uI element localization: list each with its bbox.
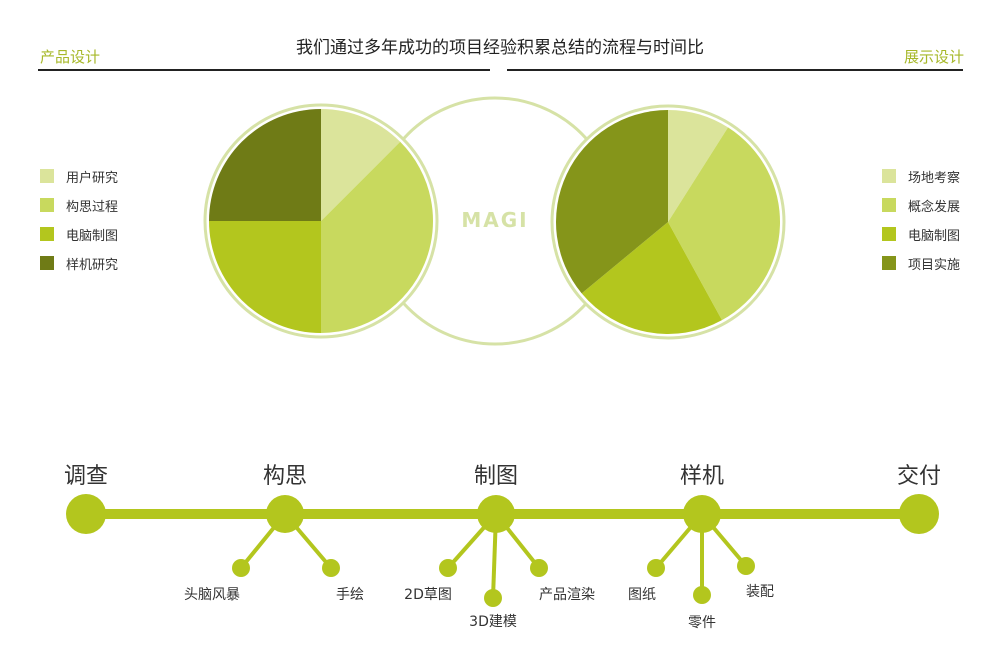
- stage-node: [66, 494, 106, 534]
- stage-node: [899, 494, 939, 534]
- pie-slice: [321, 109, 401, 221]
- substep-label: 零件: [688, 615, 716, 631]
- legend-item: 概念发展: [882, 195, 960, 215]
- legend-swatch: [882, 256, 896, 270]
- legend-swatch: [40, 169, 54, 183]
- legend-swatch: [40, 256, 54, 270]
- legend-label: 电脑制图: [66, 228, 119, 244]
- divider-left: [38, 69, 490, 71]
- legend-item: 用户研究: [40, 166, 118, 186]
- legend-label: 电脑制图: [908, 228, 961, 244]
- stage-label: 样机: [679, 464, 724, 489]
- legend-swatch: [40, 227, 54, 241]
- legend-item: 构思过程: [40, 195, 118, 215]
- pie-slice: [321, 141, 434, 333]
- legend-swatch: [882, 198, 896, 212]
- stage-label: 调查: [63, 464, 108, 489]
- legend-label: 概念发展: [908, 199, 961, 215]
- right-section-title: 展示设计: [903, 48, 964, 66]
- legend-item: 项目实施: [882, 253, 960, 273]
- stage-node: [683, 495, 721, 533]
- page-title: 我们通过多年成功的项目经验积累总结的流程与时间比: [296, 38, 704, 58]
- left-legend: 用户研究构思过程电脑制图样机研究: [40, 166, 118, 282]
- pie-slice: [581, 222, 722, 335]
- legend-label: 构思过程: [66, 199, 119, 215]
- substep-dot: [322, 559, 340, 577]
- substep-dot: [647, 559, 665, 577]
- legend-swatch: [40, 198, 54, 212]
- stage-label: 构思: [262, 464, 307, 489]
- logo: MAGI: [461, 208, 528, 232]
- stage-label: 交付: [896, 464, 941, 489]
- legend-label: 用户研究: [66, 170, 119, 186]
- stage-label: 制图: [473, 464, 518, 489]
- substep-dot: [737, 557, 755, 575]
- substep-label: 3D建模: [469, 614, 517, 630]
- legend-swatch: [882, 227, 896, 241]
- substep-dot: [232, 559, 250, 577]
- pie-charts: MAGI: [203, 96, 786, 346]
- left-pie: [209, 109, 434, 333]
- substep-label: 产品渲染: [539, 587, 595, 603]
- legend-swatch: [882, 169, 896, 183]
- legend-item: 电脑制图: [882, 224, 960, 244]
- pie-slice: [209, 221, 321, 333]
- stage-node: [266, 495, 304, 533]
- legend-item: 样机研究: [40, 253, 118, 273]
- legend-label: 样机研究: [66, 257, 119, 273]
- substep-dot: [439, 559, 457, 577]
- divider-right: [507, 69, 963, 71]
- pie-slice: [668, 110, 729, 222]
- legend-label: 项目实施: [908, 257, 961, 273]
- substep-label: 图纸: [628, 587, 656, 603]
- legend-item: 电脑制图: [40, 224, 118, 244]
- substep-dot: [693, 586, 711, 604]
- substep-label: 手绘: [336, 587, 364, 603]
- substep-label: 2D草图: [404, 587, 452, 603]
- right-pie: [556, 110, 780, 335]
- substep-label: 头脑风暴: [184, 587, 240, 603]
- substep-dot: [484, 589, 502, 607]
- substep-dot: [530, 559, 548, 577]
- pie-slice: [556, 110, 668, 294]
- substep-label: 装配: [746, 584, 774, 600]
- pie-slice: [668, 127, 780, 321]
- legend-item: 场地考察: [882, 166, 960, 186]
- right-legend: 场地考察概念发展电脑制图项目实施: [882, 166, 960, 282]
- stage-node: [477, 495, 515, 533]
- pie-slice: [209, 109, 321, 221]
- left-section-title: 产品设计: [40, 48, 101, 66]
- legend-label: 场地考察: [908, 170, 961, 186]
